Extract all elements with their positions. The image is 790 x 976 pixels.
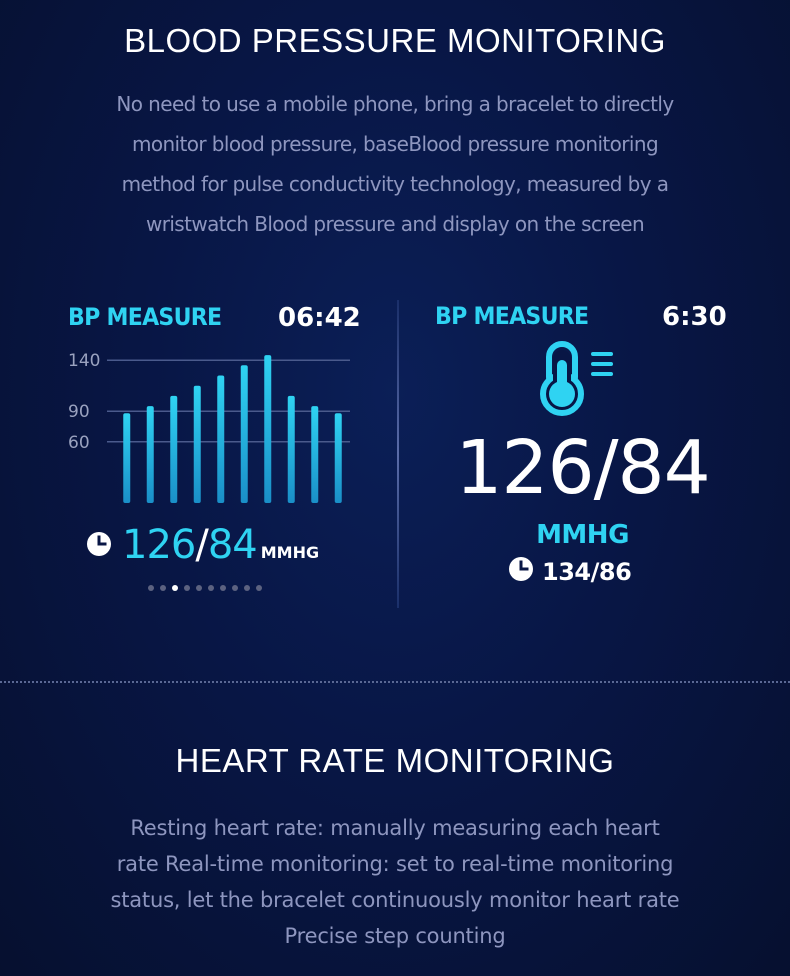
left-unit-label: MMHG [260,543,320,562]
left-bp-time: 06:42 [278,303,361,333]
page-dot [256,585,262,591]
bp-description-line: monitor blood pressure, baseBlood pressu… [131,132,659,156]
hr-section-description: Resting heart rate: manually measuring e… [60,810,730,954]
bp-bar [146,406,154,503]
bp-bar [240,365,248,503]
bp-bar [311,406,319,503]
clock-icon [86,531,112,562]
bp-bar-chart: 60 90 140 [68,351,350,503]
page-dot [160,585,166,591]
bp-description-line: wristwatch Blood pressure and display on… [145,212,645,236]
bp-bar [264,355,272,503]
left-bp-measure-label: BP MEASURE [68,303,222,331]
bp-bar [217,375,225,503]
page-dot [232,585,238,591]
page-dot [172,585,178,591]
bp-description-line: method for pulse conductivity technology… [121,172,669,196]
bp-bar [287,395,295,503]
page-indicator [148,585,262,591]
page-dot [208,585,214,591]
previous-reading-value: 134/86 [542,557,632,586]
right-bp-measure-label: BP MEASURE [435,302,589,330]
page-dot [244,585,250,591]
y-tick-label: 140 [68,351,100,371]
y-tick-label: 60 [68,433,90,453]
left-systolic-value: 126 [122,522,196,568]
y-tick-label: 90 [68,402,90,422]
bp-section-title: BLOOD PRESSURE MONITORING [124,22,666,59]
left-bp-reading: 126 / 84 MMHG [86,522,319,570]
bp-bar [193,385,201,503]
hr-section-title: HEART RATE MONITORING [175,742,615,779]
page-dot [148,585,154,591]
vertical-divider [397,300,399,608]
previous-reading: 134/86 [508,556,632,587]
bp-bar [123,413,131,503]
section-divider [0,681,790,683]
hr-description-line: Precise step counting [284,924,506,948]
bp-description-line: No need to use a mobile phone, bring a b… [116,92,674,116]
left-diastolic-value: 84 [207,522,258,568]
page-dot [184,585,190,591]
hr-description-line: Resting heart rate: manually measuring e… [130,816,660,840]
left-reading-separator: / [195,522,209,568]
clock-icon [508,556,534,587]
thermometer-icon [540,341,613,416]
right-bp-time: 6:30 [662,302,727,332]
bp-section-description: No need to use a mobile phone, bring a b… [95,84,695,244]
bp-bar [334,413,342,503]
page-dot [196,585,202,591]
hr-description-line: rate Real-time monitoring: set to real-t… [116,852,674,876]
page-dot [220,585,226,591]
right-unit-label: MMHG [536,520,629,550]
hr-description-line: status, let the bracelet continuously mo… [110,888,680,912]
bp-bar [170,395,178,503]
right-bp-reading: 126/84 [455,425,710,511]
